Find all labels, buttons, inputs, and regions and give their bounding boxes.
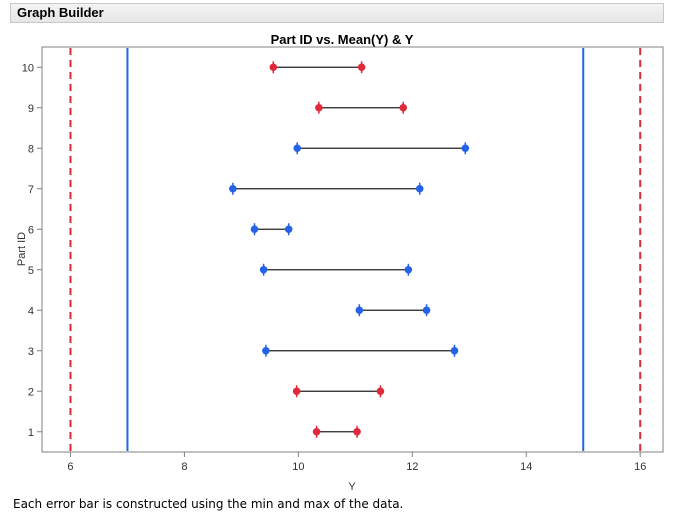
y-tick-label: 4 — [28, 305, 34, 317]
error-bar-min-point — [262, 346, 270, 355]
error-bar-max-point — [422, 306, 431, 315]
error-bar-max-point — [399, 103, 408, 112]
y-axis-ticks: 1 2 3 4 5 6 7 8 9 10 — [22, 62, 42, 439]
footnote: Each error bar is constructed using the … — [13, 497, 404, 511]
chart-title: Part ID vs. Mean(Y) & Y — [271, 32, 414, 47]
x-tick-label: 14 — [520, 461, 532, 473]
x-tick-label: 10 — [292, 461, 304, 473]
y-tick-label: 8 — [28, 143, 34, 155]
y-tick-label: 6 — [28, 224, 34, 236]
x-axis-ticks: 6 8 10 12 14 16 — [67, 452, 646, 473]
error-bar-min-point — [293, 144, 302, 153]
error-bar-max-point — [415, 184, 424, 193]
y-tick-label: 2 — [28, 386, 34, 398]
y-tick-label: 9 — [28, 103, 34, 115]
error-bar-max-point — [450, 346, 459, 355]
x-tick-label: 16 — [634, 461, 646, 473]
y-tick-label: 7 — [28, 184, 34, 196]
error-bar-max-point — [284, 225, 293, 234]
error-bar-max-point — [357, 63, 366, 72]
plot-frame — [41, 46, 664, 453]
x-axis-label: Y — [348, 481, 356, 493]
error-bar-max-point — [353, 427, 361, 436]
y-tick-label: 5 — [28, 265, 34, 277]
x-tick-label: 8 — [181, 461, 187, 473]
error-bar-min-point — [312, 427, 321, 436]
graph-builder-titlebar[interactable]: Graph Builder — [10, 3, 664, 23]
error-bar-min-point — [259, 265, 268, 274]
error-bar-max-point — [404, 265, 413, 274]
x-tick-label: 12 — [406, 461, 418, 473]
error-bar-min-point — [250, 225, 259, 234]
error-bar-min-point — [229, 184, 237, 193]
y-tick-label: 1 — [28, 427, 34, 439]
y-axis-label: Part ID — [16, 232, 28, 266]
error-bar-max-point — [461, 144, 470, 153]
error-bar-min-point — [355, 306, 364, 315]
x-tick-label: 6 — [67, 461, 73, 473]
error-bars — [229, 61, 470, 438]
error-bar-max-point — [376, 387, 385, 396]
reference-lines — [69, 48, 642, 451]
error-bar-min-point — [292, 387, 301, 396]
y-tick-label: 3 — [28, 346, 34, 358]
window-title: Graph Builder — [17, 5, 104, 20]
error-bar-min-point — [269, 63, 278, 72]
error-bar-min-point — [315, 103, 323, 112]
y-tick-label: 10 — [22, 62, 34, 74]
